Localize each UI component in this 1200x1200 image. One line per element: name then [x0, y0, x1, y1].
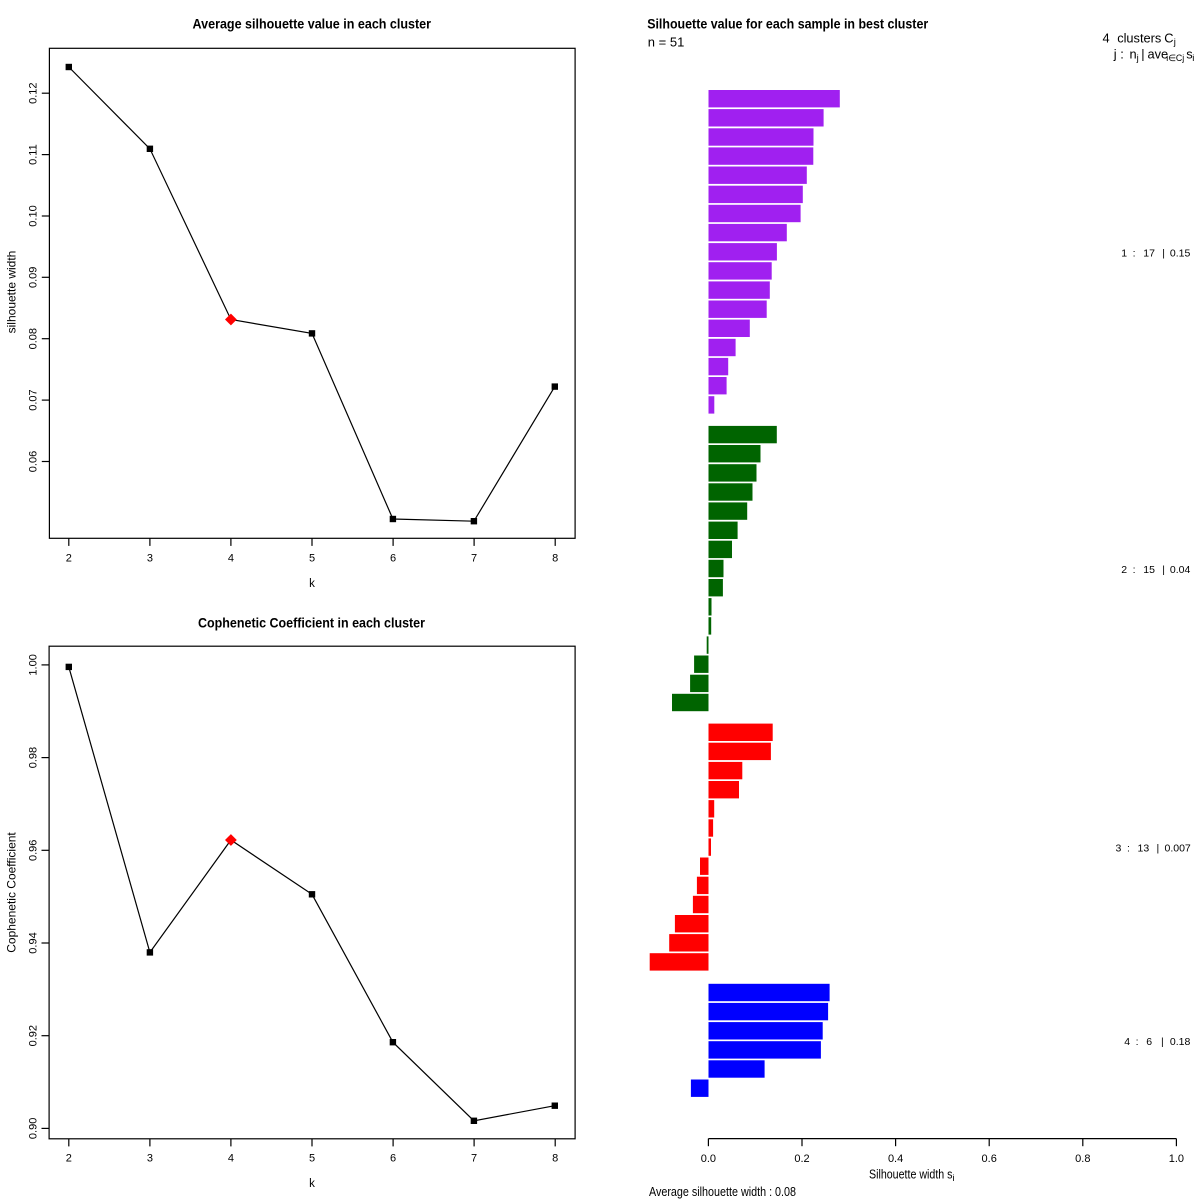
- svg-text:2: 2: [66, 1153, 72, 1165]
- svg-text:2:15|0.04: 2:15 | 0.04: [1121, 564, 1190, 576]
- svg-text:k: k: [309, 578, 315, 590]
- svg-text:0.4: 0.4: [888, 1153, 903, 1165]
- svg-text:k: k: [309, 1178, 315, 1190]
- svg-text:0.06: 0.06: [28, 451, 40, 472]
- svg-text:0.09: 0.09: [28, 267, 40, 288]
- svg-text:0.92: 0.92: [28, 1025, 40, 1046]
- svg-text:3: 3: [147, 552, 153, 564]
- svg-text:1.0: 1.0: [1169, 1153, 1184, 1165]
- svg-text:1:17|0.15: 1:17 | 0.15: [1121, 247, 1190, 259]
- svg-text:6: 6: [390, 1153, 396, 1165]
- svg-text:3:13|0.007: 3:13 | 0.007: [1116, 843, 1191, 855]
- svg-text:Silhouette value for each samp: Silhouette value for each sample in best…: [647, 16, 928, 32]
- svg-text:0.12: 0.12: [28, 82, 40, 103]
- svg-text:8: 8: [552, 552, 558, 564]
- svg-text:Average silhouette width : 0.: Average silhouette width : 0.08: [649, 1184, 796, 1199]
- svg-text:0.10: 0.10: [28, 205, 40, 226]
- svg-text:4: 4: [228, 552, 234, 564]
- svg-text:6: 6: [390, 552, 396, 564]
- svg-text:Cophenetic Coefficient in each: Cophenetic Coefficient in each cluster: [198, 614, 425, 630]
- svg-text:7: 7: [471, 1153, 477, 1165]
- svg-text:Cophenetic Coefficient: Cophenetic Coefficient: [5, 832, 19, 953]
- svg-text:0.90: 0.90: [28, 1118, 40, 1139]
- svg-text:Silhouette width s: Silhouette width s: [869, 1166, 953, 1181]
- svg-text:5: 5: [309, 552, 315, 564]
- svg-text:0.11: 0.11: [28, 144, 40, 165]
- svg-text:0.6: 0.6: [982, 1153, 997, 1165]
- svg-text:4:6|0.18: 4:6 | 0.18: [1124, 1036, 1190, 1048]
- svg-text:4: 4: [228, 1153, 234, 1165]
- svg-text:0.0: 0.0: [701, 1153, 716, 1165]
- svg-text:2: 2: [66, 552, 72, 564]
- svg-text:1.00: 1.00: [28, 654, 40, 675]
- svg-text:n = 51: n = 51: [648, 34, 685, 49]
- svg-text:7: 7: [471, 552, 477, 564]
- svg-text:0.07: 0.07: [28, 389, 40, 410]
- svg-text:0.98: 0.98: [28, 747, 40, 768]
- svg-text:0.2: 0.2: [794, 1153, 809, 1165]
- svg-text:Average silhouette value in ea: Average silhouette value in each cluster: [193, 16, 432, 32]
- svg-text:0.96: 0.96: [28, 840, 40, 861]
- svg-text:3: 3: [147, 1153, 153, 1165]
- svg-text:0.94: 0.94: [28, 932, 40, 953]
- svg-text:8: 8: [552, 1153, 558, 1165]
- svg-text:silhouette width: silhouette width: [5, 251, 19, 334]
- svg-text:i: i: [953, 1173, 955, 1184]
- svg-text:5: 5: [309, 1153, 315, 1165]
- svg-text:0.08: 0.08: [28, 328, 40, 349]
- svg-text:0.8: 0.8: [1075, 1153, 1090, 1165]
